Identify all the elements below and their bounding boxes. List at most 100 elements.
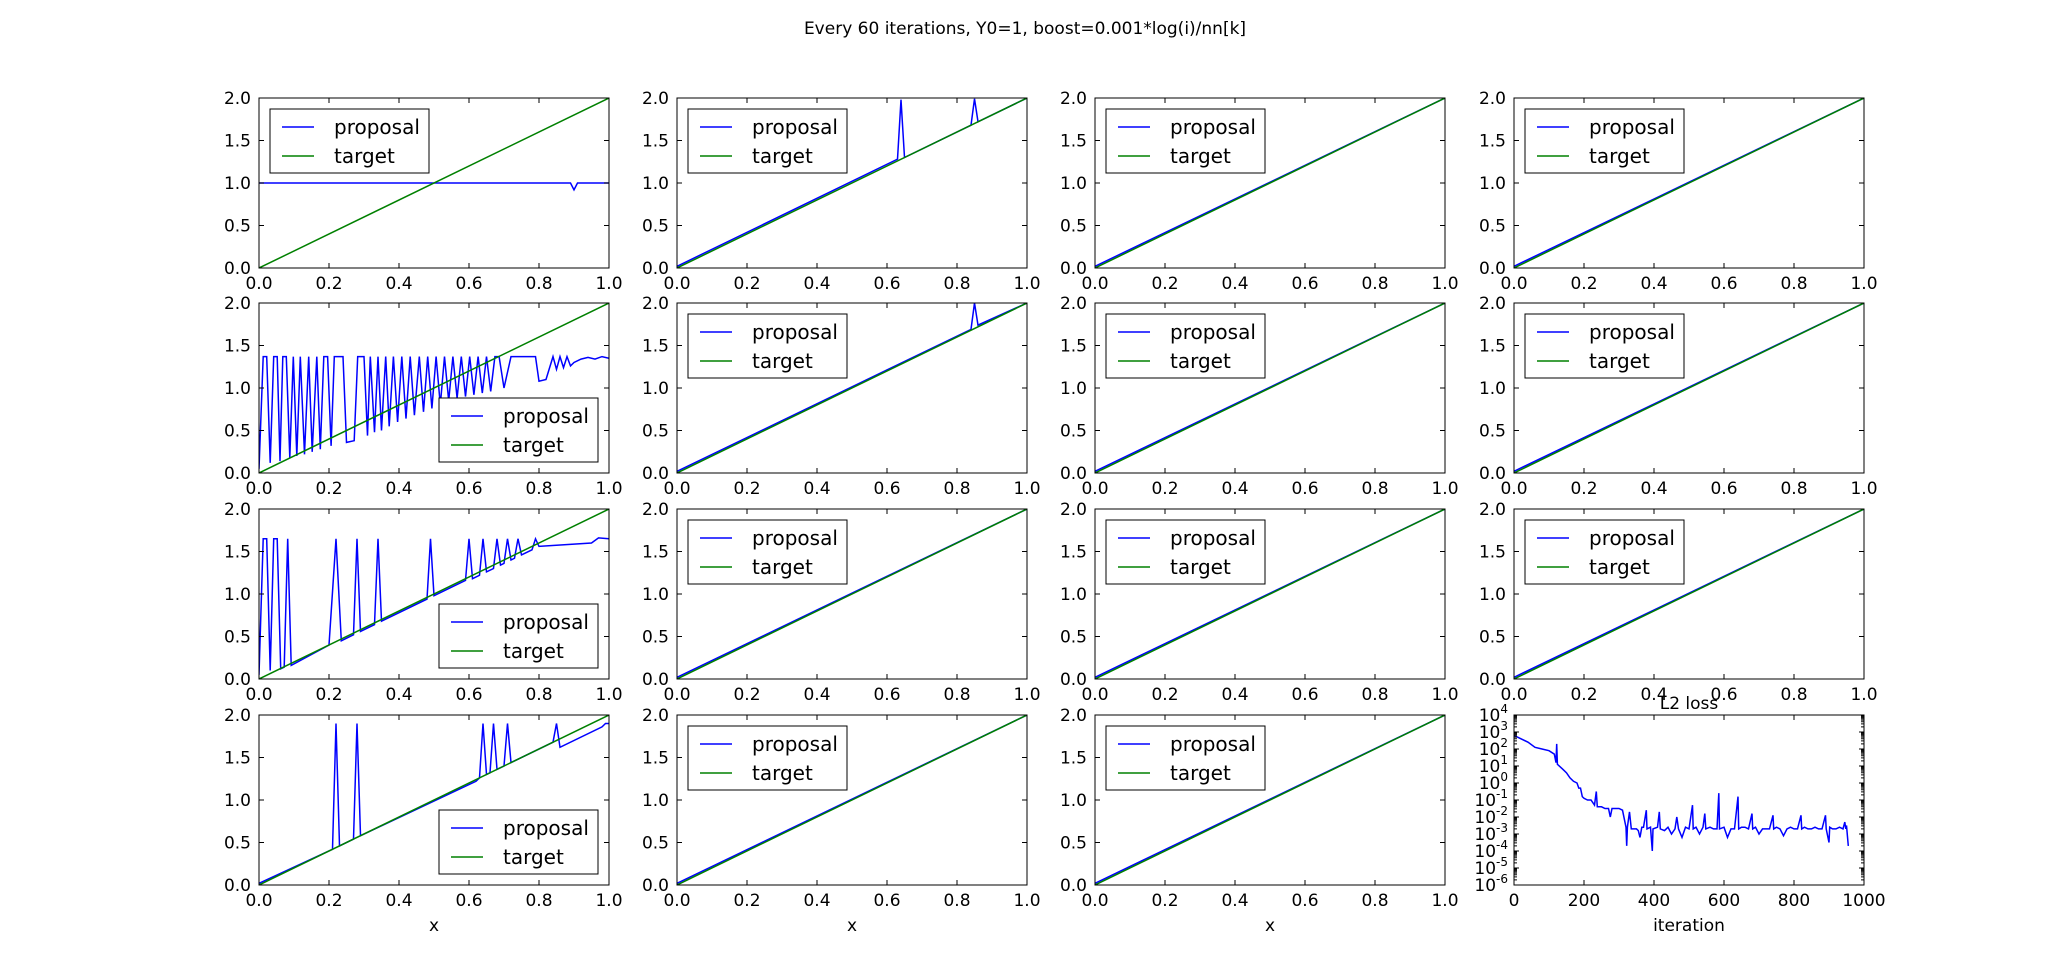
subplot-r4c3: 0.0 0.2 0.4 0.6 0.8 1.0 0.0 0.5 1.0 1.5 2.0 x propos…	[1060, 706, 1459, 936]
legend-label-target: target	[752, 555, 813, 579]
x-tick-label: 0.8	[943, 685, 970, 705]
legend: proposal target	[1524, 313, 1685, 379]
x-tick-label: 1.0	[595, 891, 622, 911]
y-tick-label: 103	[1479, 719, 1508, 743]
x-tick-label: 0.6	[1710, 479, 1737, 499]
x-tick-label: 0.4	[385, 274, 412, 294]
x-tick-label: 1.0	[1431, 274, 1458, 294]
legend-label-proposal: proposal	[1170, 320, 1256, 344]
x-tick-label: 0.6	[455, 479, 482, 499]
y-tick-label: 1.0	[1060, 379, 1087, 399]
x-tick-label: 0.8	[1361, 479, 1388, 499]
x-tick-label: 0.2	[1151, 685, 1178, 705]
y-tick-label: 1.5	[642, 337, 669, 357]
y-tick-label: 101	[1479, 753, 1508, 777]
y-tick-exponent: 0	[1500, 770, 1508, 784]
y-tick-label: 2.0	[1479, 89, 1506, 109]
target-line	[677, 509, 1027, 679]
y-tick-label: 0.5	[1479, 422, 1506, 442]
x-tick-label: 1000	[1842, 891, 1885, 911]
x-tick-label: 0.8	[1361, 685, 1388, 705]
legend-label-target: target	[503, 433, 564, 457]
legend: proposal target	[687, 108, 848, 174]
legend-label-target: target	[1589, 555, 1650, 579]
y-tick-label: 0.5	[224, 834, 251, 854]
x-tick-label: 0.2	[315, 274, 342, 294]
y-tick-label: 0.5	[642, 628, 669, 648]
x-tick-label: 0.6	[873, 685, 900, 705]
x-tick-label: 0.4	[803, 685, 830, 705]
y-tick-label: 2.0	[642, 706, 669, 726]
x-tick-label: 0.0	[663, 479, 690, 499]
y-tick-label: 0.5	[1479, 217, 1506, 237]
y-tick-label: 0.0	[1060, 670, 1087, 690]
legend-label-proposal: proposal	[1589, 320, 1675, 344]
x-tick-label: 0.8	[943, 274, 970, 294]
x-tick-label: 200	[1568, 891, 1600, 911]
y-tick-label: 1.0	[1060, 585, 1087, 605]
y-tick-label: 1.0	[224, 174, 251, 194]
y-tick-label: 2.0	[224, 89, 251, 109]
x-tick-label: 0.6	[873, 479, 900, 499]
x-tick-label: 0.0	[1500, 274, 1527, 294]
y-tick-base: 10	[1474, 876, 1496, 896]
figure-suptitle: Every 60 iterations, Y0=1, boost=0.001*l…	[804, 19, 1246, 39]
subplot-r3c4: 0.0 0.2 0.4 0.6 0.8 1.0 0.0 0.5 1.0 1.5 2.0 proposa…	[1479, 500, 1878, 705]
y-tick-label: 0.0	[1060, 876, 1087, 896]
y-tick-label: 0.5	[1479, 628, 1506, 648]
legend: proposal target	[1524, 108, 1685, 174]
y-tick-label: 0.0	[642, 876, 669, 896]
x-tick-label: 0.6	[455, 274, 482, 294]
proposal-line	[259, 182, 609, 192]
legend: proposal target	[1524, 519, 1685, 585]
legend-label-target: target	[1170, 144, 1231, 168]
y-tick-label: 2.0	[642, 89, 669, 109]
y-tick-label: 0.5	[224, 422, 251, 442]
x-tick-label: 0.6	[1291, 891, 1318, 911]
x-tick-label: 400	[1638, 891, 1670, 911]
y-tick-label: 0.5	[1060, 422, 1087, 442]
legend-label-target: target	[1170, 555, 1231, 579]
y-tick-label: 10-5	[1474, 855, 1508, 879]
x-tick-label: 0.2	[1151, 274, 1178, 294]
y-tick-label: 0.0	[1060, 464, 1087, 484]
x-tick-label: 0.0	[245, 479, 272, 499]
y-tick-label: 10-4	[1474, 838, 1508, 862]
legend-label-target: target	[1589, 144, 1650, 168]
target-line	[1514, 98, 1864, 268]
proposal-line	[677, 303, 1027, 472]
x-tick-label: 0.2	[315, 685, 342, 705]
x-tick-label: 0.0	[663, 274, 690, 294]
y-tick-label: 1.0	[642, 174, 669, 194]
y-tick-label: 0.5	[1060, 834, 1087, 854]
legend-label-proposal: proposal	[1170, 732, 1256, 756]
subplot-title: L2 loss	[1660, 694, 1719, 714]
x-tick-label: 0.0	[1081, 685, 1108, 705]
y-tick-label: 2.0	[224, 706, 251, 726]
x-tick-label: 0.6	[1710, 274, 1737, 294]
x-tick-label: 0.6	[1291, 685, 1318, 705]
target-line	[259, 715, 609, 885]
y-tick-label: 1.0	[224, 585, 251, 605]
subplot-r4c2: 0.0 0.2 0.4 0.6 0.8 1.0 0.0 0.5 1.0 1.5 2.0 x propos…	[642, 706, 1041, 936]
x-axis-label: iteration	[1653, 916, 1725, 936]
x-tick-label: 1.0	[1013, 479, 1040, 499]
y-tick-exponent: -5	[1496, 855, 1508, 869]
legend-box	[1105, 108, 1266, 174]
target-line	[1514, 509, 1864, 679]
legend-box	[687, 725, 848, 791]
y-tick-base: 10	[1474, 791, 1496, 811]
y-tick-exponent: 1	[1500, 753, 1508, 767]
x-axis-label: x	[847, 916, 857, 936]
y-tick-label: 0.0	[1479, 464, 1506, 484]
y-tick-exponent: 2	[1500, 736, 1508, 750]
legend-box	[1524, 108, 1685, 174]
legend-box	[1524, 313, 1685, 379]
y-tick-label: 0.0	[224, 670, 251, 690]
y-tick-label: 10-2	[1474, 804, 1508, 828]
x-tick-label: 0.2	[315, 479, 342, 499]
x-tick-label: 0.4	[803, 274, 830, 294]
legend: proposal target	[687, 313, 848, 379]
x-tick-label: 1.0	[1850, 274, 1877, 294]
target-line	[259, 303, 609, 473]
